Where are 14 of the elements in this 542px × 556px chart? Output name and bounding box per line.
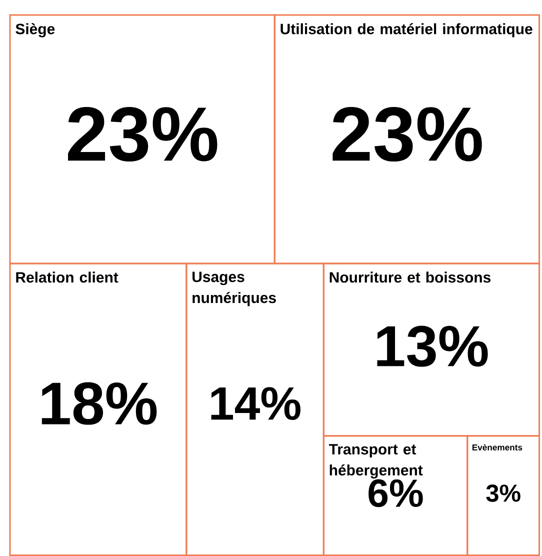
category-label: Evènements — [472, 444, 522, 450]
category-label: Utilisation de matériel informatique — [280, 23, 532, 38]
data-label: 6% — [368, 479, 423, 508]
data-label: 14% — [211, 387, 300, 420]
category-label: Transport et hébergement — [328, 444, 423, 479]
data-label: 18% — [42, 382, 157, 425]
data-label: 23% — [332, 106, 482, 162]
category-label: Usages numériques — [192, 272, 276, 306]
data-label: 3% — [486, 484, 520, 502]
data-label: 13% — [377, 326, 488, 367]
category-label: Relation client — [16, 272, 118, 283]
category-label: Siège — [15, 23, 55, 38]
category-label: Nourriture et boissons — [330, 272, 490, 283]
data-label: 23% — [68, 106, 218, 162]
